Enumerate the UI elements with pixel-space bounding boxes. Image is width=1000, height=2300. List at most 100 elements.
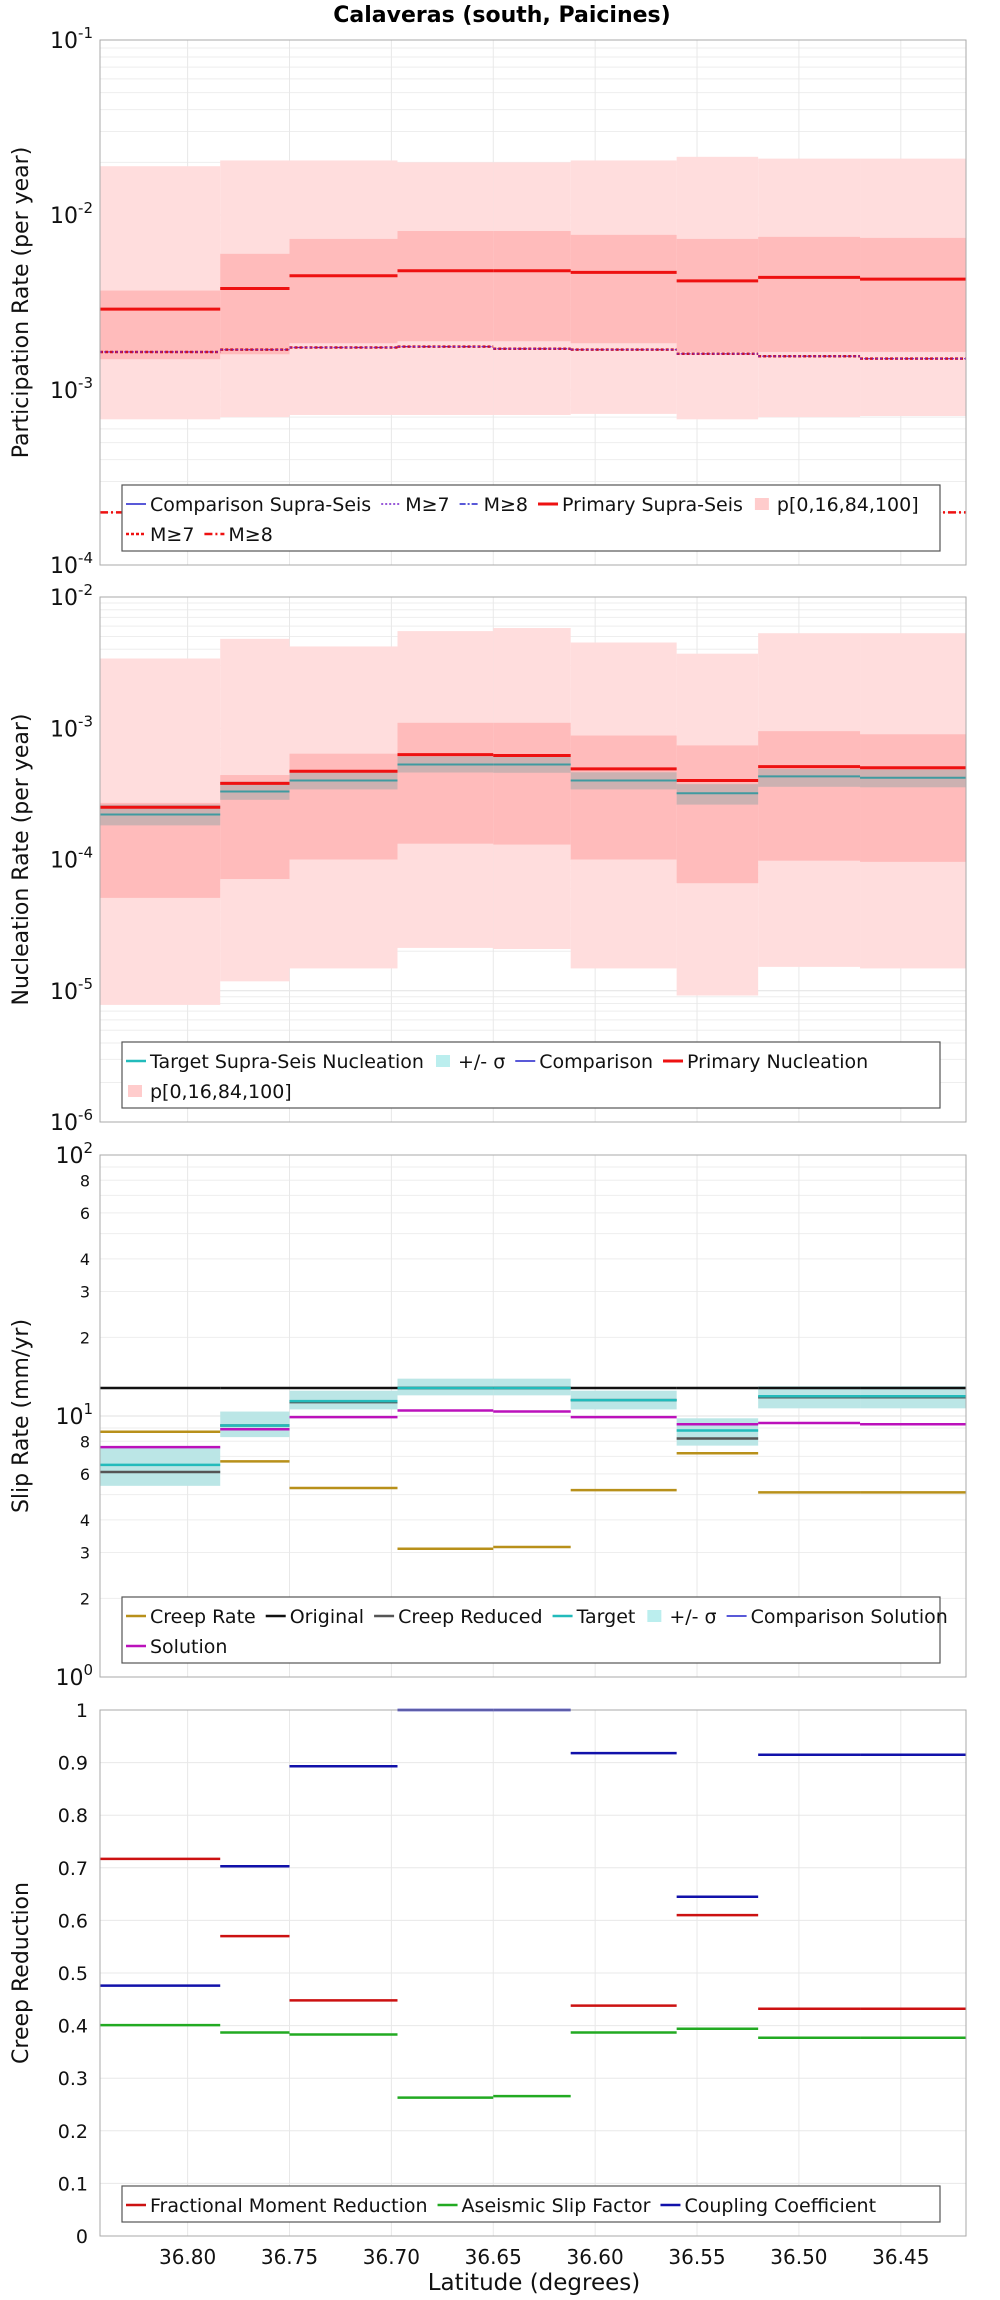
legend-label: Coupling Coefficient [684, 2195, 876, 2217]
band-segment [758, 768, 861, 787]
y-tick-label: 10-4 [50, 844, 93, 874]
panel-slip: 100 101 102 2 3 4 6 8 2 3 4 6 8 Slip Rate (mm/yr) Cree… [9, 1139, 967, 1691]
band-segment [100, 290, 221, 360]
legend-item: Original [265, 1606, 364, 1628]
y-tick-label: 10-2 [50, 581, 93, 611]
legend-label: Primary Supra-Seis [562, 494, 743, 516]
plot-frame [99, 39, 967, 566]
y-tick-label: 0.4 [58, 2016, 88, 2038]
legend: Comparison Supra-Seis M≥7 M≥8 Primary Supra… [121, 484, 941, 552]
y-tick-label: 101 [55, 1400, 93, 1430]
legend-item: Comparison [515, 1051, 653, 1073]
legend-item: +/- σ [647, 1606, 717, 1628]
y-minor-tick-label: 3 [80, 1543, 90, 1562]
series-Solution [100, 1409, 966, 1449]
legend-box [121, 1596, 941, 1664]
y-tick-label: 100 [55, 1661, 93, 1691]
band-segment [758, 731, 861, 861]
band-segment [676, 238, 759, 352]
legend-item: Fractional Moment Reduction [126, 2195, 428, 2217]
y-tick-label: 10-4 [50, 549, 93, 579]
series-Primary Supra-Seis [100, 269, 966, 311]
legend-item: Creep Rate [126, 1606, 256, 1628]
band-segment [860, 734, 966, 862]
y-minor-tick-label: 4 [80, 1511, 90, 1530]
legend-item: Comparison Solution [726, 1606, 948, 1628]
legend-item: Primary Supra-Seis [538, 494, 743, 516]
legend-item: p[0,16,84,100] [128, 1081, 292, 1103]
legend-item: Primary Nucleation [663, 1051, 868, 1073]
plot-frame [99, 596, 967, 1123]
legend-label: Original [290, 1606, 364, 1628]
y-minor-tick-label: 2 [80, 1328, 90, 1347]
y-minor-tick-label: 3 [80, 1282, 90, 1301]
y-tick-labels: 0 0.1 0.2 0.3 0.4 0.5 0.6 0.7 0.8 0.9 1 [58, 1700, 88, 2248]
y-tick-label: 102 [55, 1139, 93, 1169]
legend-box [121, 1041, 941, 1109]
series-Fractional Moment Reduction [100, 1857, 966, 2011]
legend-swatch [647, 1610, 662, 1622]
legend-label: Comparison Supra-Seis [150, 494, 371, 516]
y-minor-tick-label: 6 [80, 1204, 90, 1223]
band-segment [676, 1418, 759, 1446]
panel-participation: 10-4 10-3 10-2 10-1 Participation Rate (per … [9, 24, 967, 579]
series-M≥7 [100, 346, 966, 360]
y-tick-label: 0.3 [58, 2068, 88, 2090]
y-minor-tick-label: 4 [80, 1250, 90, 1269]
legend-swatch [754, 498, 769, 510]
legend: Target Supra-Seis Nucleation +/- σ Compari… [121, 1041, 941, 1109]
band-segment [289, 238, 398, 344]
legend-label: Creep Reduced [398, 1606, 542, 1628]
legend: Creep Rate Original Creep Reduced Target +/-… [121, 1596, 948, 1664]
y-tick-label: 10-3 [50, 374, 93, 404]
y-tick-label: 0.9 [58, 1753, 88, 1775]
series-Creep Rate [100, 1430, 966, 1551]
y-tick-label: 0.2 [58, 2121, 88, 2143]
band-segment [676, 745, 759, 884]
legend-swatch [435, 1055, 450, 1067]
legend-label: M≥7 [405, 494, 449, 516]
legend-label: p[0,16,84,100] [150, 1081, 292, 1103]
y-tick-label: 10-6 [50, 1106, 93, 1136]
legend-item: Aseismic Slip Factor [437, 2195, 651, 2217]
legend-swatch [128, 1085, 142, 1097]
band-segment [220, 253, 290, 355]
legend-item: Creep Reduced [374, 1606, 543, 1628]
legend-item: M≥8 [204, 524, 273, 546]
y-tick-labels: 10-6 10-5 10-4 10-3 10-2 [50, 581, 93, 1136]
band-p[16,84] [100, 722, 966, 898]
band-segment [758, 236, 861, 352]
series-Primary Nucleation [100, 753, 966, 809]
y-tick-label: 0.1 [58, 2173, 88, 2195]
legend-label: Comparison [539, 1051, 653, 1073]
band-+/- σ [100, 1378, 966, 1486]
x-tick-label: 36.50 [770, 2245, 827, 2269]
legend-label: Comparison Solution [751, 1606, 948, 1628]
band-segment [570, 234, 677, 344]
band-segment [289, 753, 398, 860]
legend-item: Target [552, 1606, 635, 1628]
y-axis-label: Participation Rate (per year) [9, 147, 34, 459]
y-tick-label: 0.5 [58, 1963, 88, 1985]
y-tick-label: 1 [76, 1700, 88, 1722]
y-tick-label: 10-1 [50, 24, 93, 54]
legend-label: Solution [150, 1636, 227, 1658]
band-segment [397, 722, 494, 844]
x-axis-label: Latitude (degrees) [428, 2270, 641, 2296]
y-minor-tick-label: 8 [80, 1171, 90, 1190]
series-Target Supra-Seis Nucleation [100, 763, 966, 816]
panel-creep: 0 0.1 0.2 0.3 0.4 0.5 0.6 0.7 0.8 0.9 1 Creep Reduc… [9, 1700, 967, 2248]
legend-item: M≥8 [459, 494, 528, 516]
panel-nucleation: 10-6 10-5 10-4 10-3 10-2 Nucleation Rate (per… [9, 581, 967, 1136]
legend-item: Solution [126, 1636, 227, 1658]
legend-label: Aseismic Slip Factor [462, 2195, 651, 2217]
legend-box [121, 484, 941, 552]
legend-label: M≥7 [150, 524, 194, 546]
x-tick-labels: 36.80 36.75 36.70 36.65 36.60 36.55 36.50 36.45 [159, 2245, 929, 2269]
legend-label: Target Supra-Seis Nucleation [149, 1051, 424, 1073]
legend-label: +/- σ [458, 1051, 505, 1073]
legend-label: M≥8 [228, 524, 272, 546]
x-tick-label: 36.55 [668, 2245, 725, 2269]
legend-label: Creep Rate [150, 1606, 256, 1628]
